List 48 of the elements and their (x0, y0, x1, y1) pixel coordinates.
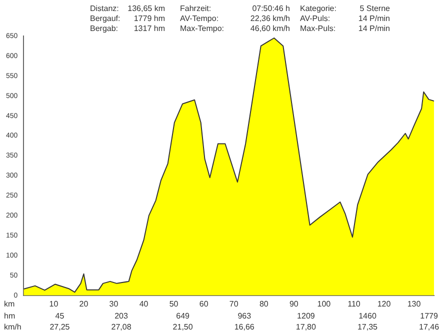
x-axis-title: km (4, 300, 15, 309)
text: 17,35 (357, 322, 378, 332)
x-tick-label: 90 (289, 299, 299, 308)
text: 963 (238, 312, 252, 321)
text: 27,08 (111, 322, 132, 332)
text: 1317 hm (134, 24, 166, 34)
x-tick-label: 10 (49, 299, 59, 308)
text: Bergab: (90, 24, 118, 34)
text: Bergauf: (90, 14, 120, 24)
text: 17,46 (419, 322, 440, 332)
text: 203 (114, 312, 128, 321)
text: Distanz: (90, 4, 119, 14)
text: 136,65 km (128, 4, 166, 14)
text: hm (4, 312, 16, 321)
text: 1779 (420, 312, 438, 321)
x-tick-label: 30 (109, 299, 119, 308)
x-tick-label: 70 (229, 299, 239, 308)
text: 1460 (358, 312, 377, 321)
text: AV-Tempo: (180, 14, 219, 24)
text: 1209 (297, 312, 316, 321)
text: 649 (176, 312, 190, 321)
text: 46,60 km/h (250, 24, 290, 34)
text: 17,80 (296, 322, 316, 332)
text: km/h (4, 322, 22, 332)
text: AV-Puls: (300, 14, 330, 24)
text: 27,25 (50, 322, 70, 332)
text: Fahrzeit: (180, 4, 212, 14)
text: 5 Sterne (360, 4, 391, 14)
text: 45 (55, 312, 65, 321)
text: 07:50:46 h (252, 4, 290, 14)
text: 14 P/min (358, 24, 390, 34)
x-tick-label: 50 (169, 299, 179, 308)
x-tick-label: 40 (139, 299, 149, 308)
text: 16,66 (234, 322, 255, 332)
x-tick-label: 60 (199, 299, 209, 308)
text: Max-Puls: (300, 24, 336, 34)
text: 22,36 km/h (250, 14, 290, 24)
x-tick-label: 110 (348, 299, 361, 308)
x-tick-label: 120 (377, 299, 392, 308)
text: 1779 hm (134, 14, 166, 24)
text: 14 P/min (358, 14, 390, 24)
text: Kategorie: (300, 4, 336, 14)
text: Max-Tempo: (180, 24, 224, 34)
x-tick-label: 80 (259, 299, 269, 308)
x-tick-label: 130 (407, 299, 422, 308)
text: 21,50 (172, 322, 194, 332)
x-tick-label: 20 (79, 299, 89, 308)
x-tick-label: 100 (317, 299, 332, 308)
